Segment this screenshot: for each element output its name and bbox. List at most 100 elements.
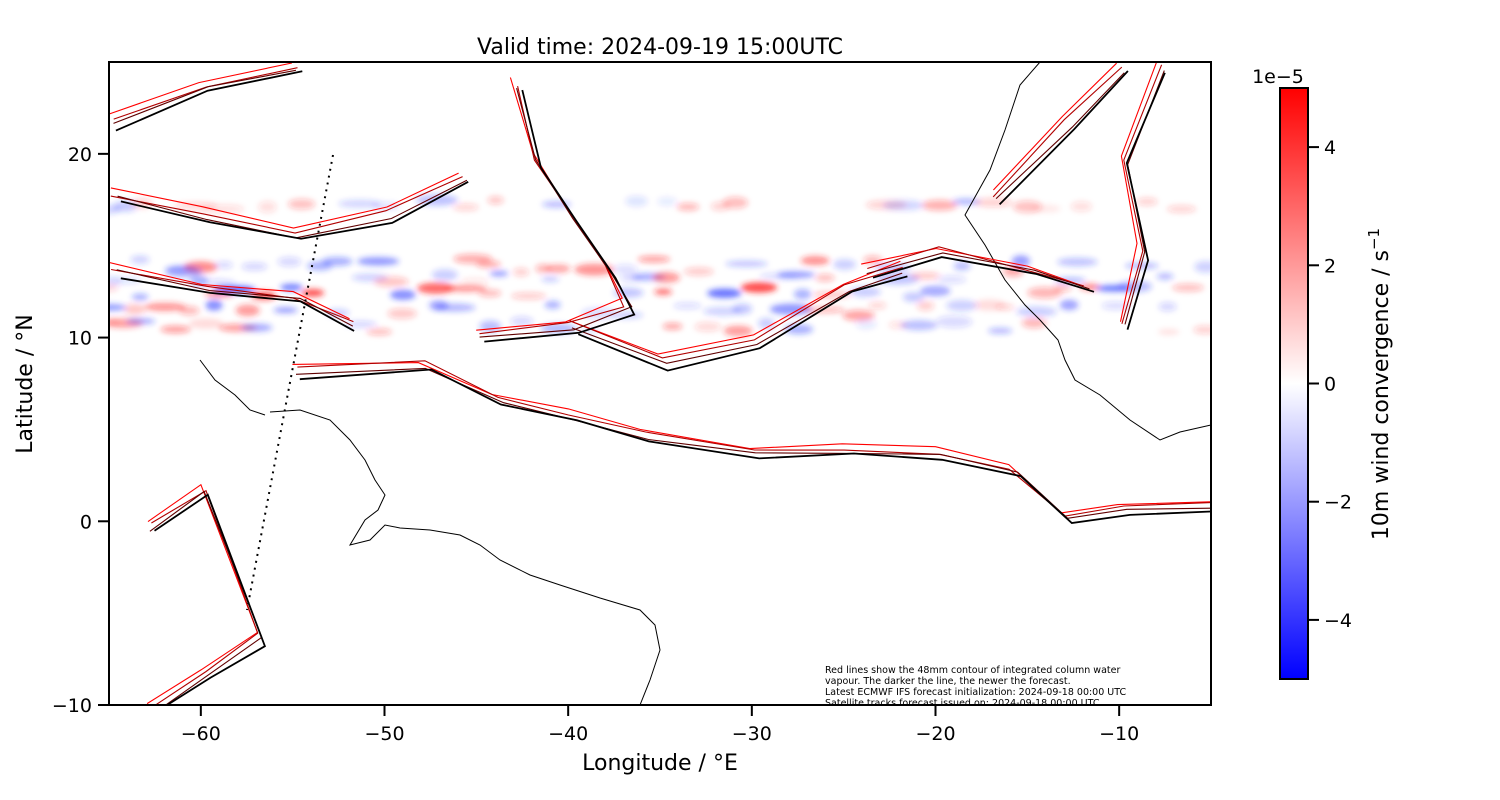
convergence-cell (1057, 257, 1098, 267)
convergence-cell (124, 303, 146, 315)
convergence-cell (417, 282, 455, 294)
convergence-cell (241, 262, 268, 271)
convergence-cell (1027, 287, 1062, 299)
convergence-cell (513, 267, 530, 277)
colorbar-tick-label: 0 (1324, 374, 1336, 396)
iwv-contour (153, 493, 267, 705)
convergence-cell (235, 304, 260, 317)
iwv-contour (297, 360, 1211, 517)
convergence-cell (452, 203, 479, 211)
iwv-contour (299, 368, 1211, 524)
iwv-contour (866, 252, 1090, 290)
plot-area (109, 62, 1211, 705)
colorbar-offset: 1e−5 (1252, 66, 1304, 88)
iwv-contour (1121, 64, 1163, 324)
convergence-cell (205, 299, 223, 311)
convergence-cell (723, 325, 753, 337)
iwv-contour (479, 87, 633, 338)
convergence-cell (654, 288, 673, 296)
y-axis: −10 0 10 20 (52, 144, 109, 717)
convergence-cell (287, 198, 316, 210)
convergence-cell (833, 259, 857, 270)
convergence-cell (258, 201, 277, 213)
iwv-contour (120, 181, 469, 240)
convergence-cell (1156, 273, 1174, 280)
iwv-contour (117, 179, 468, 239)
convergence-cell (109, 304, 127, 311)
convergence-cell (758, 317, 775, 329)
convergence-cell (510, 292, 547, 300)
iwv-contour (484, 89, 636, 343)
convergence-cell (178, 306, 200, 316)
iwv-contour (120, 277, 355, 332)
iwv-contour (146, 483, 259, 705)
x-tick-label: −50 (364, 723, 404, 745)
x-tick-label: −40 (548, 723, 588, 745)
convergence-cell (160, 325, 191, 334)
convergence-cell (652, 272, 680, 283)
iwv-contour (113, 69, 297, 124)
convergence-cell (357, 256, 400, 266)
convergence-cell (200, 204, 245, 214)
iwv-contours (109, 62, 1211, 705)
convergence-cell (732, 303, 753, 315)
convergence-cell (995, 304, 1015, 311)
convergence-cell (338, 199, 382, 208)
iwv-contour (577, 275, 908, 372)
convergence-cell (935, 315, 973, 328)
convergence-cell (900, 320, 938, 331)
convergence-cell (479, 320, 502, 333)
plot-title: Valid time: 2024-09-19 15:00UTC (477, 35, 843, 60)
x-tick-label: −10 (1099, 723, 1139, 745)
convergence-cell (541, 275, 560, 283)
iwv-contour (571, 272, 903, 364)
convergence-cell (625, 195, 648, 207)
convergence-cell (883, 200, 925, 211)
convergence-cell (902, 292, 925, 302)
convergence-cell (784, 324, 814, 335)
convergence-cell (662, 322, 683, 330)
convergence-cell (707, 288, 742, 298)
colorbar-tick-label: 2 (1324, 255, 1336, 277)
convergence-field (109, 194, 1211, 337)
convergence-cell (610, 311, 644, 319)
convergence-cell (280, 283, 303, 291)
convergence-cell (416, 194, 458, 206)
convergence-cell (144, 302, 186, 312)
convergence-cell (1166, 205, 1197, 213)
convergence-cell (1124, 262, 1159, 270)
convergence-cell (1030, 204, 1061, 213)
iwv-contour (1125, 72, 1166, 330)
convergence-cell (301, 288, 325, 297)
convergence-cell (793, 288, 812, 300)
convergence-cell (855, 318, 877, 330)
coastline (199, 62, 1211, 705)
convergence-cell (683, 267, 714, 276)
convergence-cell (740, 282, 778, 293)
convergence-cell (366, 328, 393, 336)
convergence-cell (535, 264, 552, 274)
iwv-contour (479, 85, 625, 335)
convergence-cell (431, 269, 458, 281)
y-axis-label: Latitude / °N (13, 314, 38, 453)
convergence-cell (1053, 283, 1072, 293)
convergence-cell (476, 260, 501, 269)
annotation-text: Red lines show the 48mm contour of integ… (825, 665, 1127, 709)
convergence-cell (673, 302, 702, 310)
convergence-cell (769, 303, 813, 315)
x-tick-label: −30 (732, 723, 772, 745)
colorbar-tick-label: −2 (1324, 492, 1352, 514)
axes-frame (108, 61, 1212, 706)
convergence-cell (214, 261, 233, 269)
iwv-contour (109, 261, 350, 320)
colorbar-label: 10m wind convergence / s−1 (1365, 228, 1394, 540)
convergence-cell (974, 198, 1013, 208)
iwv-contour (110, 172, 459, 229)
y-tick-label: 10 (68, 328, 92, 350)
convergence-cell (946, 299, 978, 312)
colorbar (1279, 87, 1309, 680)
iwv-contour (569, 266, 903, 359)
iwv-contour (995, 72, 1125, 200)
convergence-cell (868, 301, 887, 310)
